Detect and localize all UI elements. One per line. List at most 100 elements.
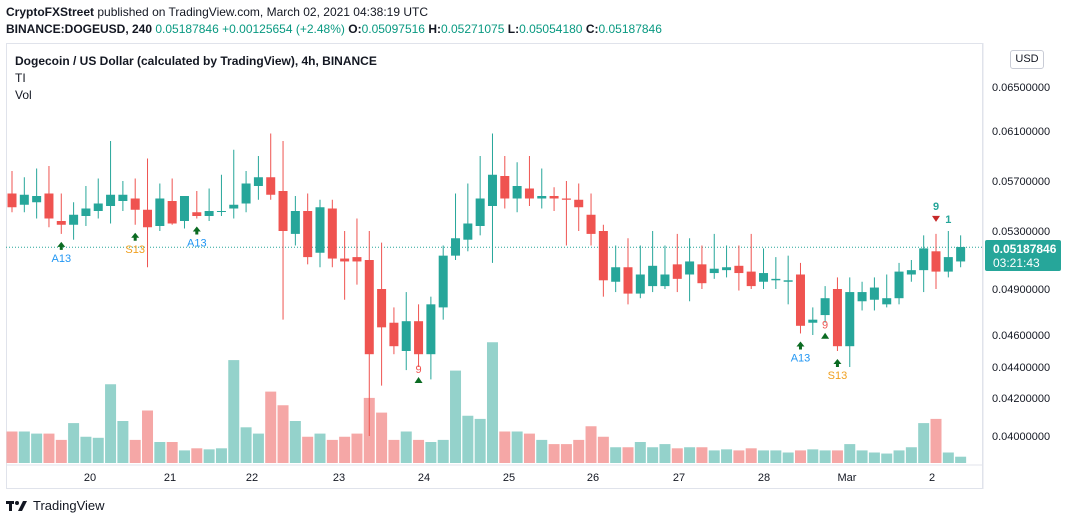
candle-body [143, 209, 153, 228]
td-count-label: 9 [822, 320, 828, 332]
legend-indicator-vol[interactable]: Vol [15, 88, 32, 102]
buy-arrow-icon [833, 359, 842, 367]
candle-body [561, 198, 571, 200]
high-value: 0.05271075 [441, 22, 505, 36]
candle-body [943, 257, 953, 272]
volume-bar [68, 423, 80, 463]
publisher-name: CryptoFXStreet [6, 5, 95, 19]
candle-body [389, 322, 399, 347]
volume-bar [758, 450, 770, 463]
legend-indicator-ti[interactable]: TI [15, 71, 26, 85]
volume-bar [252, 433, 264, 463]
td-signal-label: A13 [51, 253, 71, 265]
candle-body [229, 204, 239, 209]
chart-legend: Dogecoin / US Dollar (calculated by Trad… [15, 53, 377, 104]
volume-bar [178, 450, 190, 463]
candle-body [709, 268, 719, 274]
candle-body [290, 211, 300, 234]
volume-bar [302, 436, 314, 463]
volume-bar [659, 444, 671, 463]
candle-body [340, 258, 350, 262]
candle-body [894, 271, 904, 299]
volume-bar [844, 444, 856, 463]
x-tick-label: 26 [587, 472, 599, 484]
candle-body [364, 260, 374, 355]
candle-body [783, 280, 793, 282]
volume-bar [597, 436, 609, 463]
last-price: 0.05187846 [155, 22, 219, 36]
candle-body [598, 231, 608, 281]
volume-bar [942, 452, 954, 463]
volume-bar [400, 431, 412, 463]
x-tick-label: 24 [418, 472, 430, 484]
volume-bar [807, 449, 819, 463]
tradingview-logo-icon [6, 500, 27, 511]
candle-body [549, 196, 559, 199]
volume-bar [905, 447, 917, 463]
candle-body [19, 194, 29, 205]
buy-arrow-icon [796, 341, 805, 350]
candle-body [611, 267, 621, 282]
candle-body [475, 198, 485, 226]
symbol: BINANCE:DOGEUSD, 240 [6, 22, 153, 36]
volume-bar [955, 456, 967, 463]
volume-bar [142, 410, 154, 463]
td-count-label: 1 [945, 214, 951, 226]
volume-bar [228, 360, 240, 463]
volume-bar [523, 433, 535, 463]
current-price-tag: 0.05187846 03:21:43 [985, 240, 1061, 271]
volume-bar [339, 436, 351, 463]
candle-body [722, 267, 732, 271]
x-tick-label: 27 [673, 472, 685, 484]
candle-body [660, 274, 670, 287]
candle-body [451, 238, 461, 256]
volume-bar [634, 442, 646, 463]
candle-body [266, 177, 276, 195]
candle-body [635, 274, 645, 294]
buy-arrow-icon [192, 226, 201, 235]
candle-body [832, 289, 842, 347]
x-tick-label: Mar [838, 472, 857, 484]
volume-bar [585, 426, 597, 463]
volume-bar [314, 433, 326, 463]
volume-bar [770, 450, 782, 463]
candle-body [487, 174, 497, 206]
td-signal-label: A13 [187, 238, 207, 250]
currency-button[interactable]: USD [1010, 50, 1044, 69]
candle-body [463, 223, 473, 240]
volume-bar [794, 450, 806, 463]
volume-bar [868, 452, 880, 463]
candle-body [623, 267, 633, 294]
y-tick-label: 0.05300000 [992, 226, 1050, 238]
td-signal-label: S13 [125, 244, 145, 256]
quote-line: BINANCE:DOGEUSD, 240 0.05187846 +0.00125… [6, 22, 662, 36]
volume-bar [31, 433, 43, 463]
y-tick-label: 0.04200000 [992, 393, 1050, 405]
volume-bar [511, 431, 523, 463]
td-count-label: 9 [933, 201, 939, 213]
candle-body [56, 221, 66, 225]
volume-bar [326, 439, 338, 463]
candle-body [586, 214, 596, 234]
volume-bar [203, 449, 215, 463]
footer-brand-text: TradingView [33, 498, 105, 513]
footer-brand[interactable]: TradingView [6, 498, 105, 513]
y-tick-label: 0.04600000 [992, 330, 1050, 342]
volume-bar [708, 450, 720, 463]
candle-body [771, 278, 781, 281]
volume-bar [548, 444, 560, 463]
candle-body [648, 265, 658, 287]
high-label: H: [428, 22, 441, 36]
volume-bar [240, 427, 252, 463]
volume-bar [671, 448, 683, 463]
buy-arrow-icon [57, 241, 66, 250]
volume-bar [536, 439, 548, 463]
volume-bar [881, 453, 893, 463]
candle-body [7, 193, 17, 208]
low-label: L: [507, 22, 520, 36]
candle-body [81, 208, 91, 216]
volume-bar [610, 447, 622, 463]
volume-bar [55, 439, 67, 463]
candle-body [278, 191, 288, 231]
